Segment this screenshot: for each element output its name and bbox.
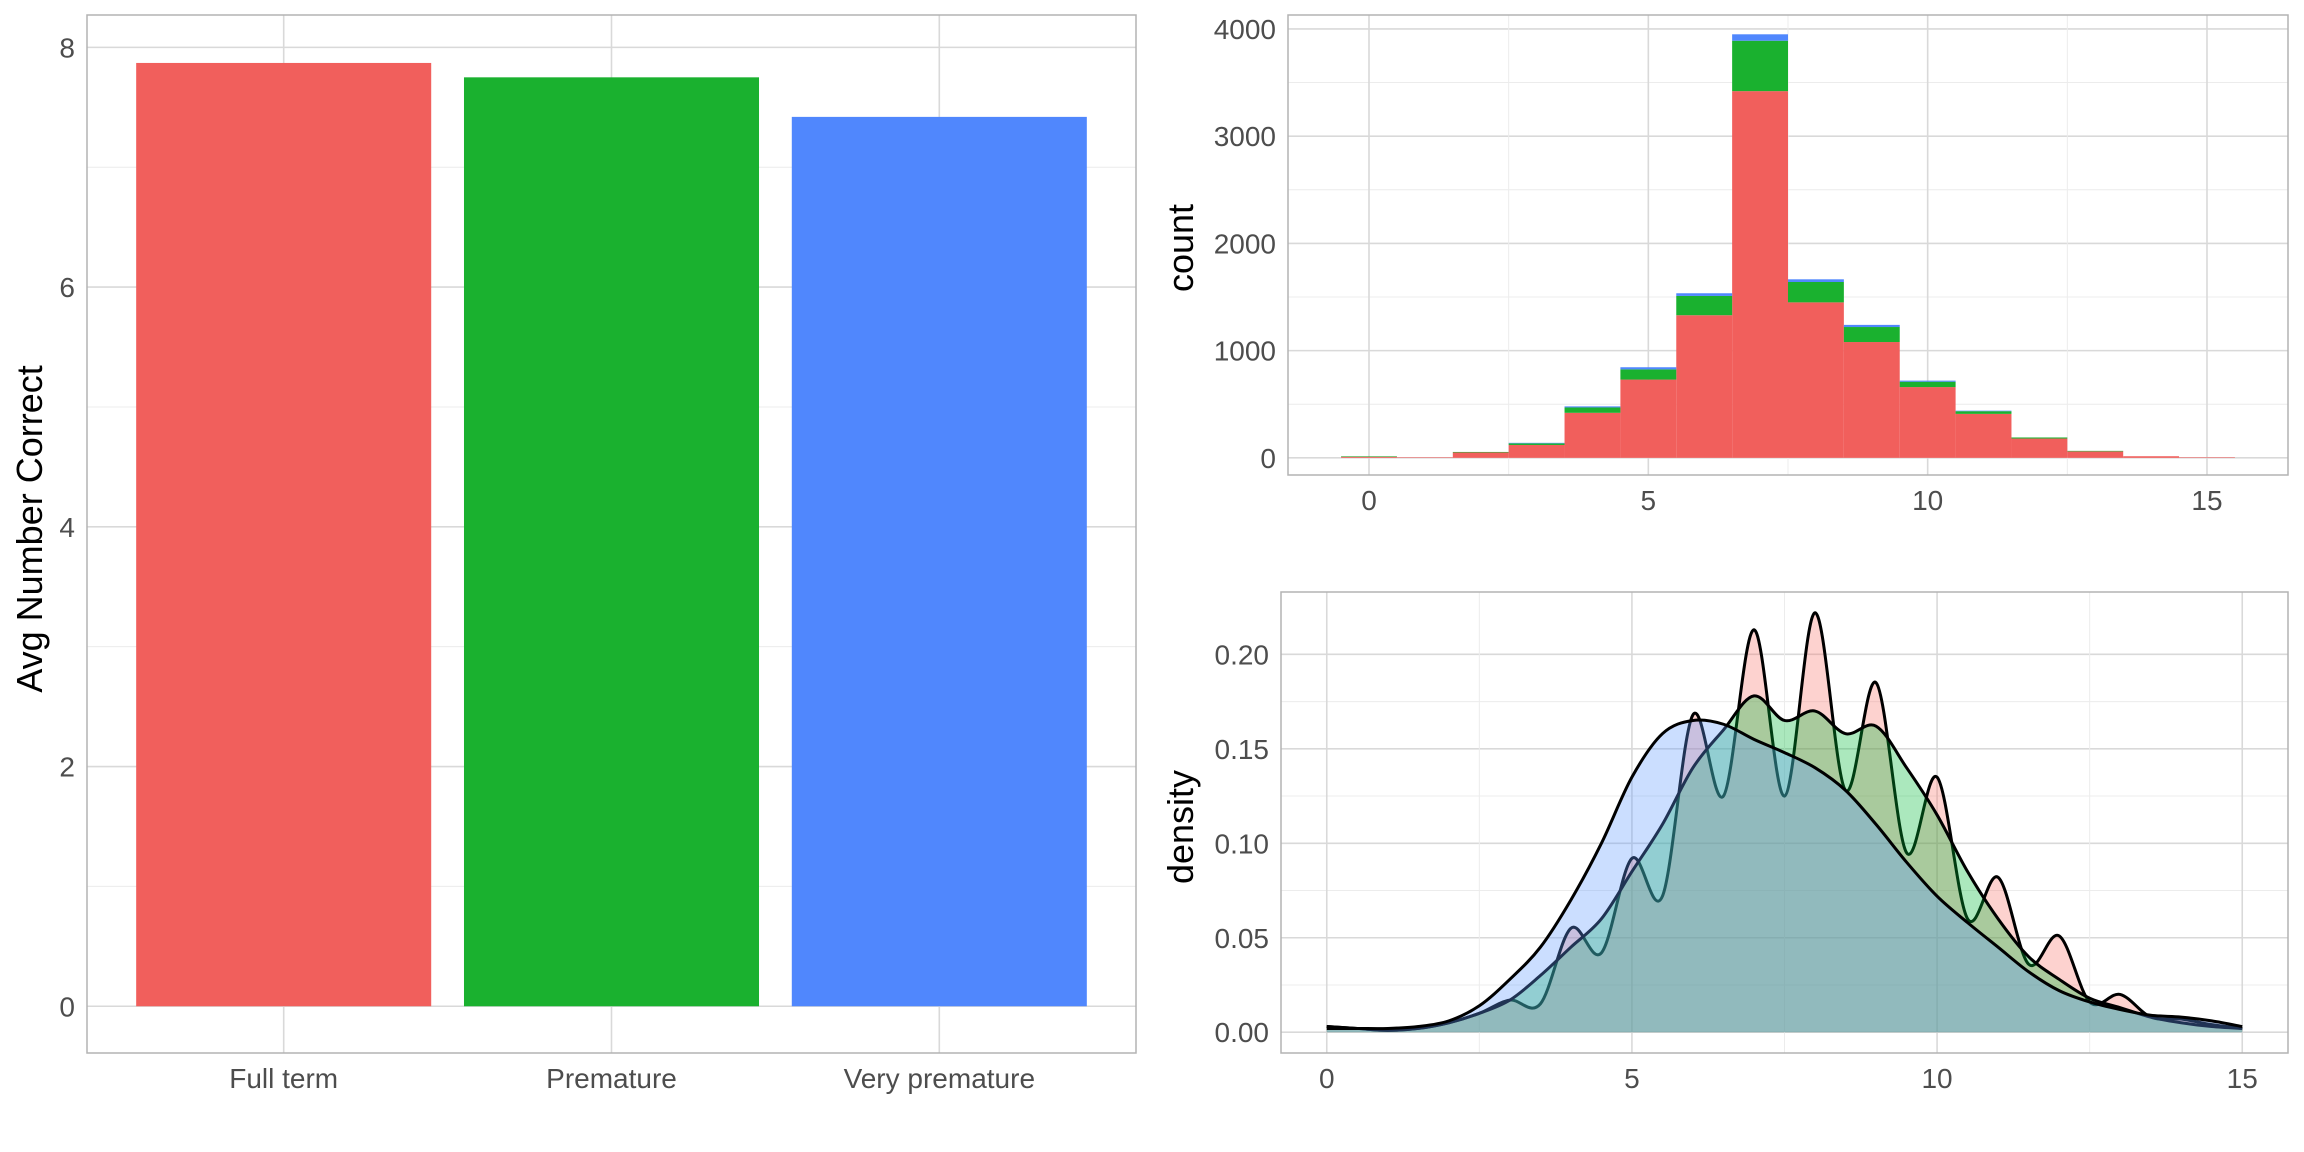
bar-chart-x-ticks: Full term Premature Very premature xyxy=(229,1063,1035,1094)
density-x-tick-label: 5 xyxy=(1624,1063,1640,1094)
bar-chart-x-tick-label: Premature xyxy=(546,1063,677,1094)
density-frame xyxy=(1280,591,2289,1054)
histogram-y-axis-title: count xyxy=(1160,204,1201,292)
histogram-y-tick-label: 4000 xyxy=(1214,14,1276,45)
histogram-bar-series-1 xyxy=(2067,451,2124,458)
histogram-bar-series-2 xyxy=(2067,450,2124,452)
density-x-tick-label: 10 xyxy=(1921,1063,1952,1094)
histogram-x-tick-label: 10 xyxy=(1912,485,1943,516)
histogram-bar-series-2 xyxy=(1564,407,1621,413)
density-area-series-3 xyxy=(1326,719,2243,1033)
density-area-series-1 xyxy=(1326,612,2243,1033)
bar-chart-y-tick-label: 2 xyxy=(59,752,75,783)
histogram-bar-series-3 xyxy=(1676,293,1733,296)
histogram-x-tick-label: 15 xyxy=(2191,485,2222,516)
histogram-bar-series-3 xyxy=(1564,406,1621,408)
density-x-tick-label: 15 xyxy=(2227,1063,2258,1094)
histogram-bar-series-1 xyxy=(1676,315,1733,458)
density-y-tick-label: 0.15 xyxy=(1215,734,1270,765)
histogram-bar-series-1 xyxy=(1843,342,1900,458)
density-area-series-2 xyxy=(1326,695,2243,1033)
histogram-bar-series-3 xyxy=(1788,279,1844,282)
bar-chart-bars xyxy=(136,62,1087,1007)
bar-premature xyxy=(463,77,760,1007)
density-curves xyxy=(1326,611,2243,1033)
histogram-frame xyxy=(1287,14,2289,476)
histogram-x-ticks: 0 5 10 15 xyxy=(1361,485,2222,516)
histogram-y-tick-label: 3000 xyxy=(1214,121,1276,152)
histogram-bar-series-1 xyxy=(1564,412,1621,458)
bar-full-term xyxy=(136,62,432,1007)
histogram-bar-series-1 xyxy=(1508,444,1565,458)
histogram-bar-series-2 xyxy=(2011,437,2068,439)
histogram-bar-series-1 xyxy=(1732,91,1788,458)
bar-very-premature xyxy=(791,116,1087,1007)
histogram-y-tick-label: 2000 xyxy=(1214,228,1276,259)
histogram-bar-series-2 xyxy=(1452,451,1509,453)
density-y-tick-label: 0.10 xyxy=(1215,828,1270,859)
histogram-bar-series-2 xyxy=(1843,327,1900,343)
histogram-y-tick-label: 1000 xyxy=(1214,336,1276,367)
histogram-bars xyxy=(1341,34,2235,458)
bar-chart-y-tick-label: 4 xyxy=(59,512,75,543)
density-line-series-3 xyxy=(1326,718,2243,1031)
density-grid xyxy=(1281,592,2288,1053)
density-y-ticks: 0.00 0.05 0.10 0.15 0.20 xyxy=(1215,639,1270,1048)
histogram-bar-series-1 xyxy=(1620,379,1677,458)
histogram-bar-series-3 xyxy=(1508,442,1565,444)
bar-chart-frame xyxy=(86,14,1137,1054)
density-panel: 0.00 0.05 0.10 0.15 0.20 0 5 10 15 density xyxy=(1160,591,2289,1094)
histogram-bar-series-1 xyxy=(1899,387,1956,458)
histogram-x-tick-label: 0 xyxy=(1361,485,1377,516)
bar-chart-x-tick-label: Very premature xyxy=(844,1063,1035,1094)
histogram-bar-series-3 xyxy=(1620,367,1677,370)
histogram-bar-series-2 xyxy=(1676,295,1733,316)
histogram-bar-series-1 xyxy=(1341,456,1397,458)
histogram-bar-series-3 xyxy=(1732,34,1788,41)
bar-chart-y-ticks: 0 2 4 6 8 xyxy=(59,32,75,1022)
histogram-bar-series-3 xyxy=(1843,324,1900,328)
histogram-bar-series-1 xyxy=(1396,457,1453,458)
histogram-bar-series-1 xyxy=(2011,438,2068,458)
bar-chart-y-tick-label: 6 xyxy=(59,272,75,303)
bar-chart-y-axis-title: Avg Number Correct xyxy=(9,365,50,692)
histogram-bar-series-2 xyxy=(1732,40,1788,92)
histogram-y-ticks: 0 1000 2000 3000 4000 xyxy=(1214,14,1276,474)
histogram-bar-series-2 xyxy=(1899,381,1956,388)
histogram-bar-series-1 xyxy=(1955,413,2012,458)
histogram-bar-series-2 xyxy=(1620,369,1677,380)
histogram-bar-series-2 xyxy=(1341,456,1397,457)
histogram-bar-series-1 xyxy=(2179,457,2235,458)
bar-chart-x-tick-label: Full term xyxy=(229,1063,338,1094)
histogram-bar-series-1 xyxy=(2123,456,2180,458)
histogram-bar-series-2 xyxy=(1788,281,1844,303)
histogram-bar-series-3 xyxy=(1955,410,2012,412)
histogram-bar-series-1 xyxy=(1452,452,1509,458)
histogram-bar-series-2 xyxy=(1955,411,2012,414)
density-y-axis-title: density xyxy=(1160,770,1201,884)
density-line-series-1 xyxy=(1326,611,2243,1032)
density-x-tick-label: 0 xyxy=(1319,1063,1335,1094)
histogram-x-tick-label: 5 xyxy=(1641,485,1657,516)
bar-chart-y-tick-label: 8 xyxy=(59,32,75,63)
histogram-y-tick-label: 0 xyxy=(1260,443,1276,474)
bar-chart-panel: 0 2 4 6 8 Full term Premature Very premature A… xyxy=(9,14,1137,1094)
density-line-series-2 xyxy=(1326,694,2243,1032)
density-y-tick-label: 0.00 xyxy=(1215,1017,1270,1048)
histogram-bar-series-3 xyxy=(1899,380,1956,382)
density-y-tick-label: 0.05 xyxy=(1215,923,1270,954)
histogram-bar-series-2 xyxy=(1508,443,1565,445)
histogram-bar-series-1 xyxy=(1788,302,1844,458)
density-x-ticks: 0 5 10 15 xyxy=(1319,1063,2258,1094)
histogram-panel: 0 1000 2000 3000 4000 0 5 10 15 count xyxy=(1160,14,2289,516)
bar-chart-y-tick-label: 0 xyxy=(59,991,75,1022)
density-y-tick-label: 0.20 xyxy=(1215,639,1270,670)
